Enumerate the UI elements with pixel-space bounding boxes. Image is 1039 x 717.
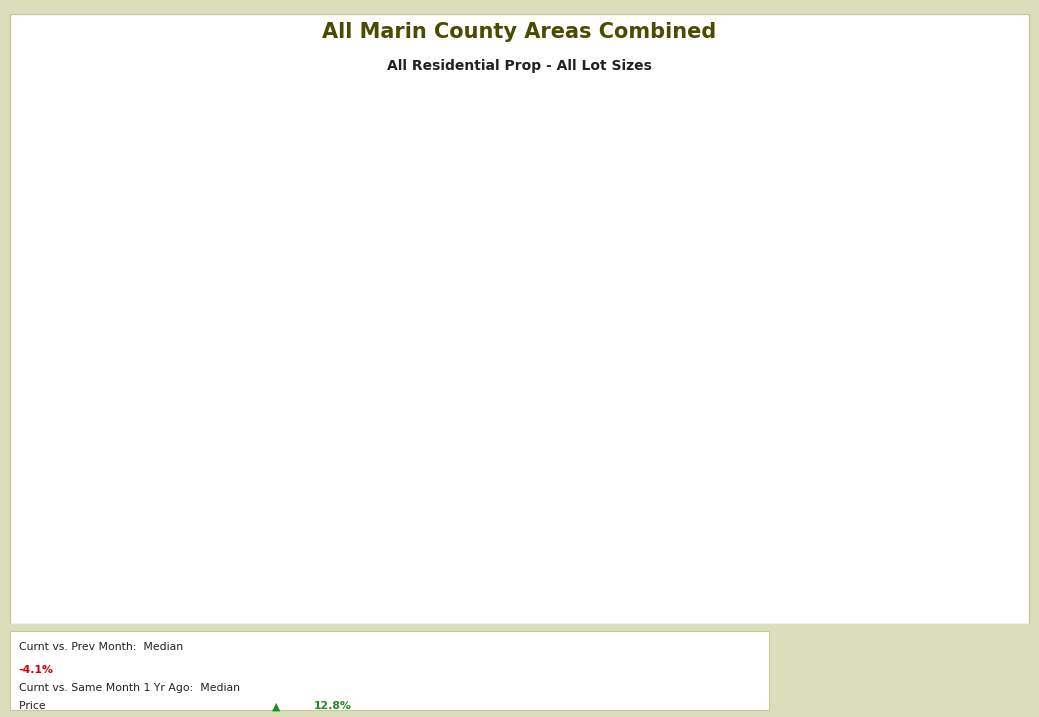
- Bar: [729, 447, 762, 574]
- FancyBboxPatch shape: [808, 641, 870, 701]
- Text: 1155: 1155: [958, 404, 984, 414]
- Bar: [222, 452, 255, 574]
- Text: For Sale: For Sale: [654, 80, 701, 92]
- Bar: [843, 450, 875, 574]
- Bar: [673, 440, 705, 574]
- Y-axis label: Price (in $,000): Price (in $,000): [88, 308, 101, 409]
- Text: 1262: 1262: [676, 389, 702, 399]
- Text: 2126: 2126: [619, 273, 646, 283]
- Text: 2035: 2035: [338, 285, 365, 295]
- FancyBboxPatch shape: [364, 75, 403, 98]
- Text: 944: 944: [736, 560, 755, 570]
- Text: 1142: 1142: [845, 405, 872, 415]
- Text: 1086: 1086: [507, 560, 533, 570]
- Text: 2189: 2189: [451, 265, 477, 275]
- Bar: [955, 451, 987, 574]
- Text: Sold: Sold: [551, 80, 577, 92]
- Text: Curnt vs. Prev Month:  Median: Curnt vs. Prev Month: Median: [19, 642, 186, 652]
- Text: 983: 983: [341, 560, 362, 570]
- Text: 941: 941: [905, 560, 925, 570]
- Bar: [448, 428, 480, 574]
- Text: 2020: 2020: [676, 288, 702, 298]
- Text: 2438: 2438: [845, 231, 872, 241]
- Text: 900: 900: [229, 560, 248, 570]
- Text: 968: 968: [398, 560, 418, 570]
- Text: 1285: 1285: [169, 386, 195, 396]
- Text: Curnt vs. Same Month 1 Yr Ago:  Median: Curnt vs. Same Month 1 Yr Ago: Median: [19, 683, 243, 693]
- X-axis label: Copyright ® Trendgraphix, Inc.: Copyright ® Trendgraphix, Inc.: [480, 602, 673, 616]
- Text: 2129: 2129: [169, 272, 195, 282]
- Bar: [617, 438, 649, 574]
- Text: 2060: 2060: [732, 282, 758, 292]
- Text: 990: 990: [680, 560, 699, 570]
- Text: Price: Price: [19, 701, 49, 711]
- Polygon shape: [808, 667, 870, 701]
- Text: 811: 811: [285, 560, 304, 570]
- Text: Median: Median: [414, 80, 456, 92]
- Text: 2224: 2224: [563, 260, 590, 270]
- Bar: [899, 447, 931, 574]
- Text: All Marin County Areas Combined: All Marin County Areas Combined: [322, 22, 717, 42]
- Text: 1266: 1266: [619, 389, 646, 399]
- Text: 2272: 2272: [282, 253, 309, 263]
- Bar: [392, 443, 424, 574]
- Text: 1338: 1338: [789, 379, 816, 389]
- Text: 2783: 2783: [902, 185, 928, 195]
- Text: 2189: 2189: [225, 265, 251, 275]
- Text: 12.8%: 12.8%: [314, 701, 351, 711]
- Text: 925: 925: [849, 560, 869, 570]
- Text: 2044: 2044: [395, 284, 421, 294]
- Text: ▲: ▲: [271, 701, 279, 711]
- Text: 960: 960: [172, 560, 192, 570]
- Text: 1009: 1009: [620, 560, 646, 570]
- Text: 2427: 2427: [958, 232, 984, 242]
- Text: All Residential Prop - All Lot Sizes: All Residential Prop - All Lot Sizes: [388, 59, 651, 73]
- Text: 1156: 1156: [732, 404, 758, 414]
- Text: 1024: 1024: [282, 421, 308, 431]
- Text: 1181: 1181: [225, 400, 251, 410]
- Bar: [785, 432, 819, 574]
- Bar: [335, 442, 368, 574]
- Text: 1083: 1083: [451, 560, 477, 570]
- Bar: [560, 427, 593, 574]
- Text: 1384: 1384: [563, 373, 590, 383]
- Text: 2234: 2234: [507, 259, 534, 269]
- Bar: [504, 427, 536, 574]
- Text: 912: 912: [961, 560, 981, 570]
- Text: 1227: 1227: [395, 394, 421, 404]
- Bar: [278, 465, 311, 574]
- Text: 1269: 1269: [338, 389, 365, 399]
- Text: TRENDGRAPHIX: TRENDGRAPHIX: [894, 664, 990, 674]
- Text: -4.1%: -4.1%: [19, 665, 54, 675]
- Text: 2297: 2297: [789, 250, 816, 260]
- Text: 1088: 1088: [563, 560, 590, 570]
- Text: 1204: 1204: [902, 397, 928, 407]
- Text: 1050: 1050: [789, 560, 816, 570]
- Text: 1435: 1435: [451, 366, 477, 376]
- Bar: [166, 445, 198, 574]
- Text: 1430: 1430: [507, 366, 533, 376]
